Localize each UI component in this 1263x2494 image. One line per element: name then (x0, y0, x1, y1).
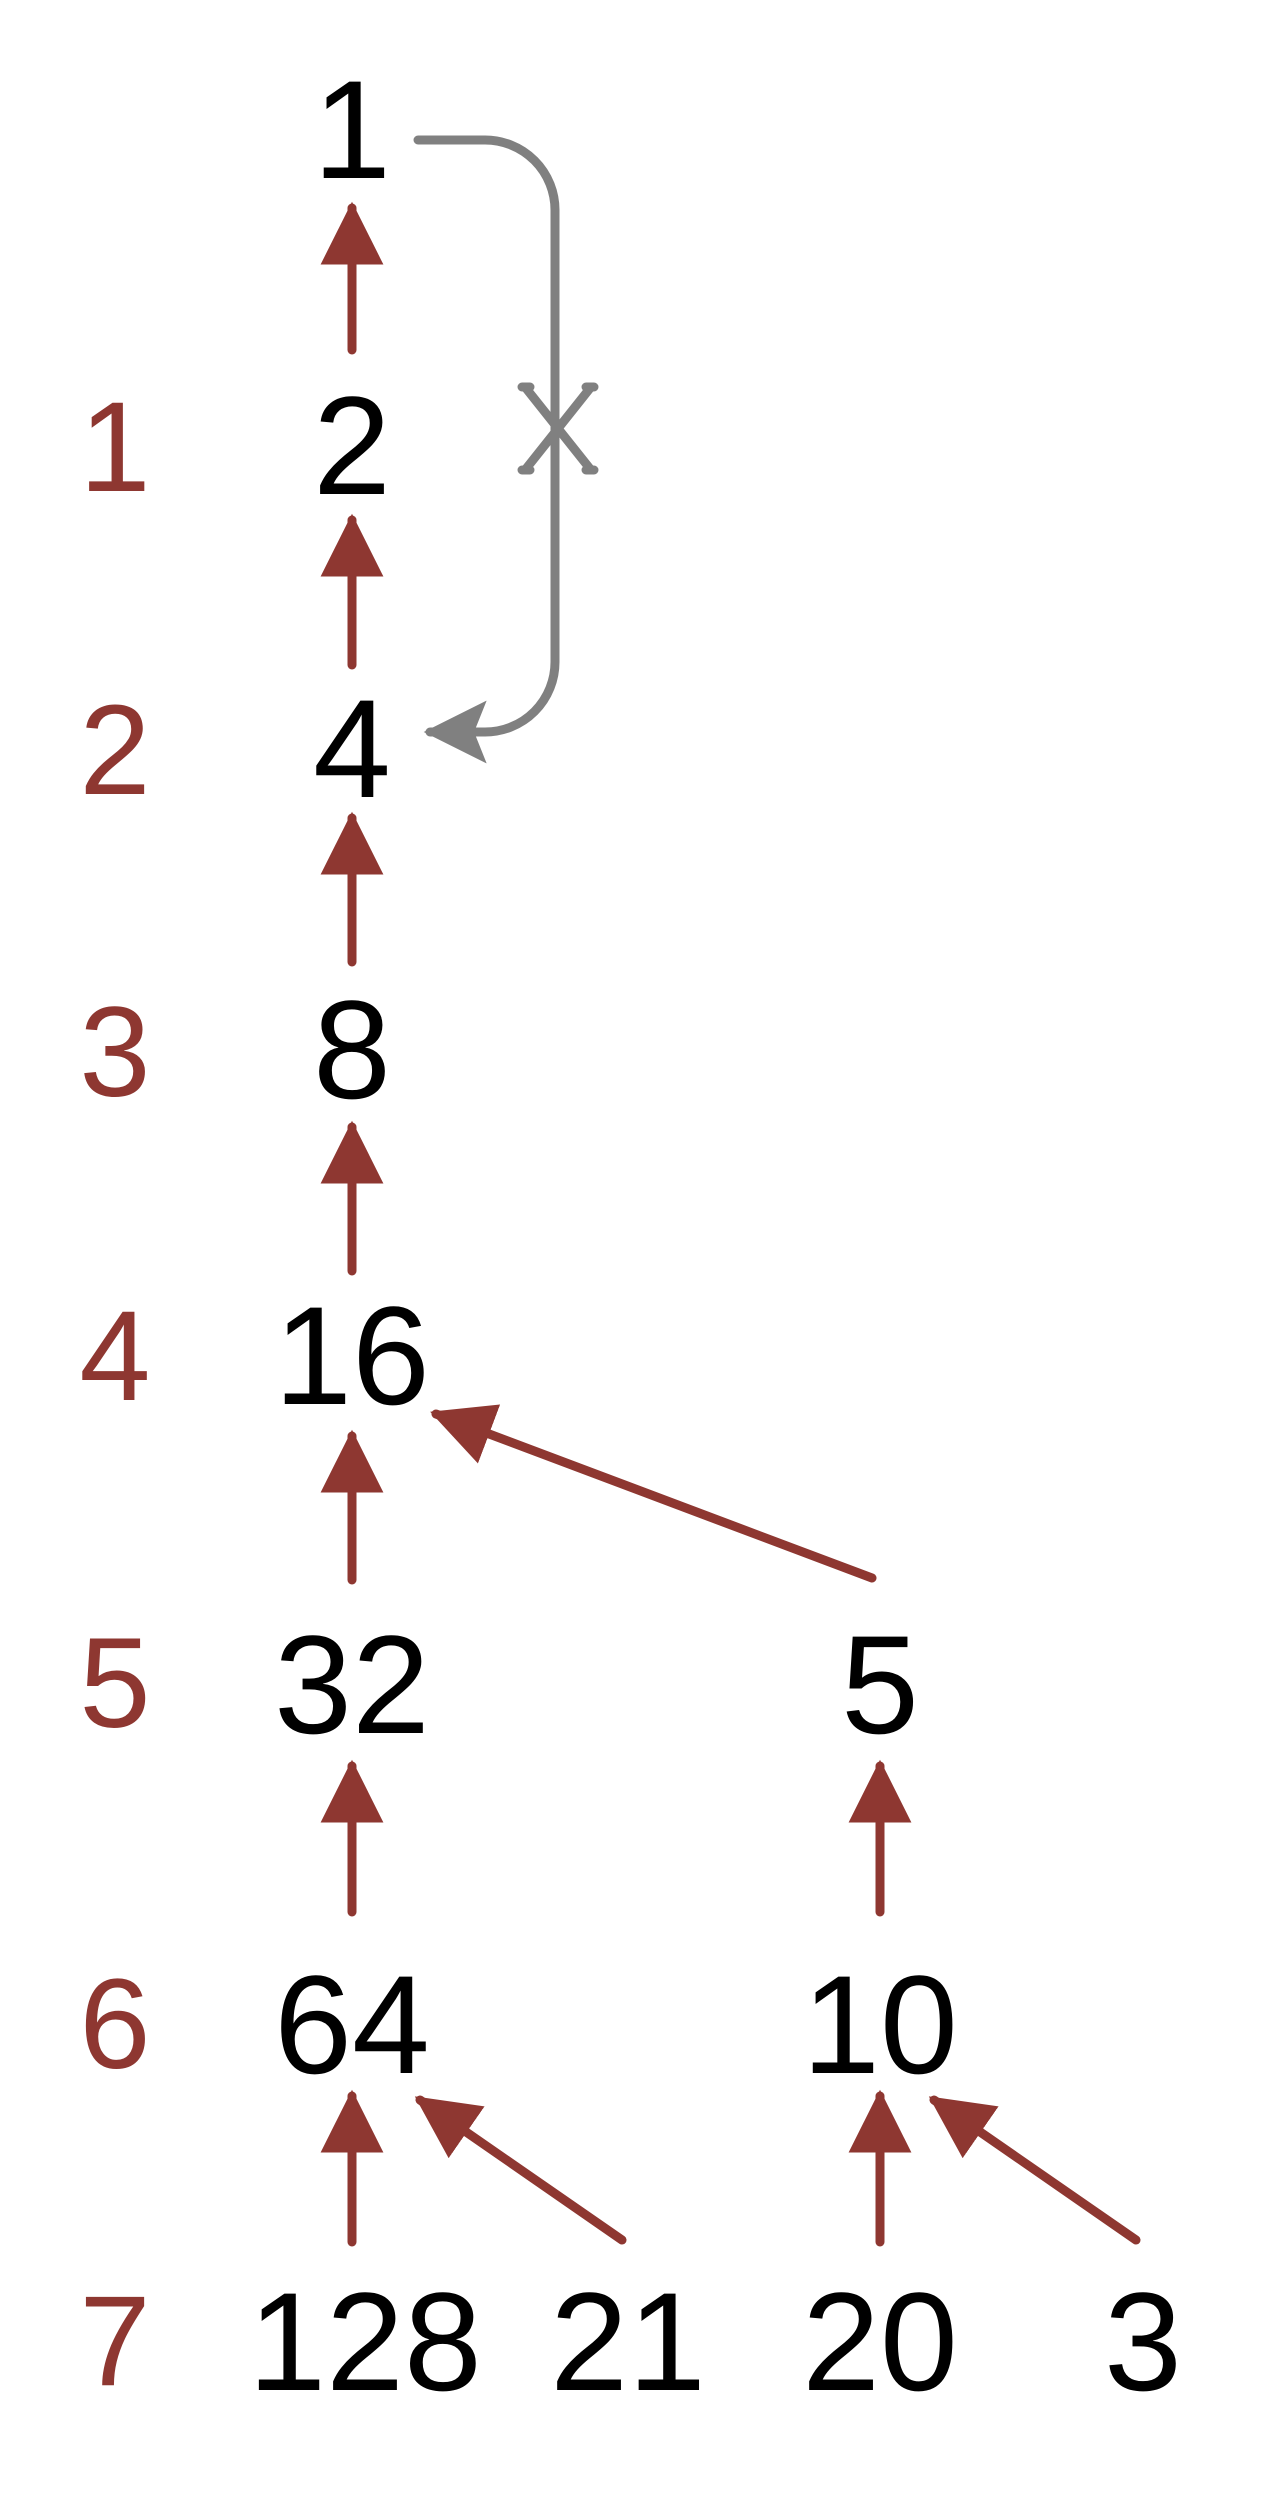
step-label-5: 5 (79, 1612, 150, 1755)
edge-21-to-64 (414, 2095, 627, 2245)
step-label-7: 7 (79, 2270, 150, 2413)
step-label-6: 6 (79, 1953, 150, 2096)
node-4: 4 (313, 670, 391, 827)
loop-1-to-4 (413, 135, 599, 764)
node-10: 10 (802, 1946, 958, 2103)
node-5: 5 (841, 1606, 919, 1763)
node-16: 16 (274, 1277, 430, 1434)
node-3: 3 (1104, 2263, 1182, 2420)
node-8: 8 (313, 971, 391, 1128)
step-label-2: 2 (79, 679, 150, 822)
node-2: 2 (313, 367, 391, 524)
loop-cross-mark (517, 382, 599, 475)
node-128: 128 (248, 2263, 482, 2420)
tree-nodes: 1 2 4 8 16 32 5 64 10 128 21 20 3 (248, 51, 1182, 2420)
node-1: 1 (313, 51, 391, 208)
step-label-3: 3 (79, 981, 150, 1124)
node-64: 64 (274, 1946, 430, 2103)
edge-3-to-10 (928, 2095, 1141, 2245)
node-32: 32 (274, 1606, 430, 1763)
step-label-1: 1 (79, 376, 150, 519)
step-labels: 1 2 3 4 5 6 7 (79, 376, 150, 2413)
step-label-4: 4 (79, 1285, 150, 1428)
tree-edges (320, 201, 1141, 2247)
edge-5-to-16 (430, 1404, 877, 1583)
node-21: 21 (550, 2263, 706, 2420)
loop-connector (413, 135, 560, 764)
node-20: 20 (802, 2263, 958, 2420)
